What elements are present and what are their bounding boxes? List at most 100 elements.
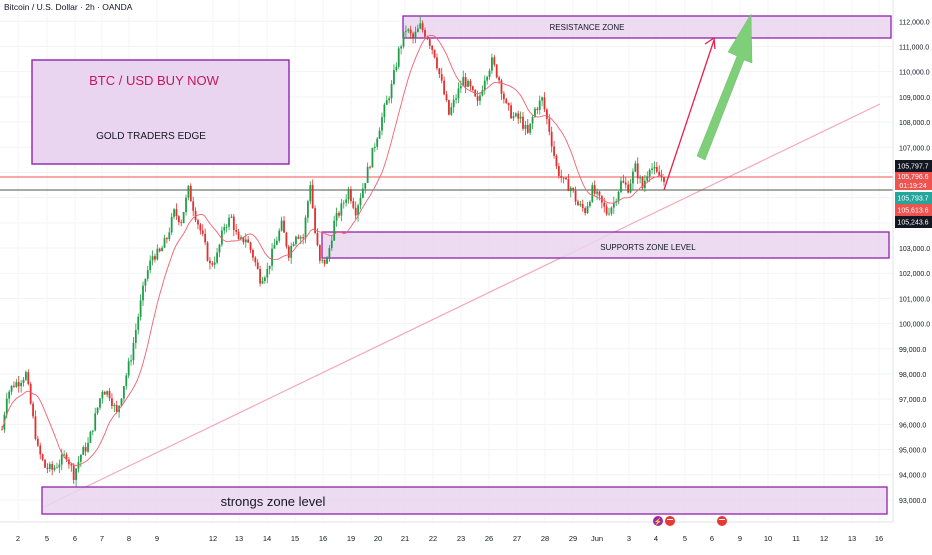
resistance-zone-box[interactable]	[402, 15, 892, 39]
candle-body	[96, 407, 99, 414]
candle-body	[393, 70, 395, 85]
candle	[586, 202, 589, 214]
candle-body	[22, 379, 25, 384]
candle-body	[347, 189, 350, 200]
candle-body	[194, 210, 197, 221]
candle-body	[189, 185, 192, 202]
candle	[134, 323, 137, 349]
level1-price-label-bg	[895, 204, 932, 216]
candle-body	[342, 202, 345, 204]
candle-body	[275, 240, 278, 245]
candle-body	[330, 240, 333, 249]
candle-body	[228, 217, 230, 227]
buy-annotation-box[interactable]	[31, 59, 290, 165]
candle	[314, 205, 316, 235]
candle-body	[660, 175, 663, 178]
candle-body	[242, 237, 245, 243]
candle	[574, 186, 577, 206]
candle-body	[517, 113, 520, 119]
candle	[541, 96, 544, 107]
candle-body	[381, 117, 383, 131]
y-tick-label: 97,000.0	[899, 397, 926, 404]
candle-body	[51, 464, 54, 470]
candle	[491, 53, 493, 75]
candle-body	[404, 30, 407, 32]
candle	[51, 461, 54, 476]
candle-body	[321, 259, 324, 261]
candle	[364, 182, 367, 194]
candle-body	[192, 201, 195, 211]
candle	[197, 218, 199, 230]
us-flag-event-icon[interactable]	[717, 516, 727, 526]
candle-body	[127, 361, 130, 376]
candle-body	[531, 117, 534, 124]
candle	[177, 215, 180, 226]
candle-body	[197, 220, 199, 225]
candle	[161, 245, 164, 252]
candle	[455, 94, 457, 104]
candle	[254, 256, 257, 267]
candle	[428, 37, 431, 50]
candle	[163, 234, 166, 248]
candle	[397, 46, 400, 70]
candle-body	[514, 113, 517, 117]
candle	[620, 177, 622, 194]
candle-body	[646, 176, 649, 181]
candle-body	[287, 246, 290, 258]
candle-body	[536, 108, 539, 110]
candle-body	[91, 430, 94, 432]
candle	[407, 28, 410, 34]
candle-body	[79, 454, 82, 462]
candle-body	[244, 239, 247, 243]
last-price-label: 105,797.7	[897, 164, 928, 171]
buy-subtitle-text: GOLD TRADERS EDGE	[96, 131, 206, 142]
candle-body	[87, 442, 89, 452]
candle-body	[436, 57, 438, 69]
candle	[235, 223, 238, 235]
candle-body	[400, 46, 403, 49]
candle-body	[266, 268, 269, 278]
candle	[612, 196, 615, 214]
x-tick-label: 7	[100, 534, 104, 543]
price-labels-layer: 105,797.7 105,796.6 01:19:24 105,793.7 105,6…	[895, 160, 932, 228]
strong-zone-box[interactable]	[41, 486, 888, 515]
candle-body	[369, 166, 371, 168]
candle-body	[543, 97, 546, 110]
us-flag-event-icon[interactable]	[665, 516, 675, 526]
candle	[653, 161, 656, 175]
candle-body	[249, 242, 252, 251]
candle-body	[5, 398, 8, 415]
candle	[91, 430, 94, 436]
x-tick-label: 29	[569, 534, 577, 543]
candle-body	[27, 372, 30, 384]
price-axis-bg[interactable]	[893, 0, 932, 550]
support-zone-box[interactable]	[321, 231, 890, 259]
candle	[347, 186, 350, 204]
x-tick-label: 8	[127, 534, 131, 543]
candle	[550, 126, 553, 153]
candle-body	[407, 29, 410, 31]
candle-body	[565, 177, 567, 180]
candle-body	[273, 244, 276, 249]
candle	[311, 179, 314, 209]
candle-body	[328, 248, 331, 259]
candle	[87, 437, 89, 454]
candle	[565, 176, 567, 180]
candle-body	[617, 191, 620, 202]
event-icons-layer[interactable]: ⚡	[653, 516, 727, 526]
y-tick-label: 99,000.0	[899, 347, 926, 354]
candle-body	[323, 259, 326, 264]
candle	[206, 241, 209, 262]
candle	[185, 194, 187, 216]
candle	[268, 265, 271, 275]
candle-body	[627, 184, 630, 193]
candle-body	[443, 80, 446, 95]
candle-body	[390, 84, 393, 99]
candle-body	[36, 438, 39, 446]
candle	[70, 462, 73, 472]
candle	[292, 241, 295, 247]
lightning-event-icon[interactable]	[653, 516, 663, 526]
